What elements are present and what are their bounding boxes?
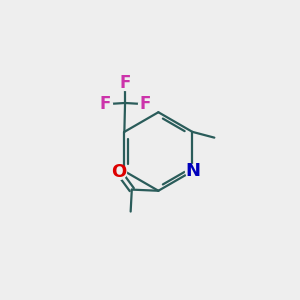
Text: F: F xyxy=(119,74,131,92)
Text: N: N xyxy=(185,162,200,180)
Text: F: F xyxy=(100,95,111,113)
Text: O: O xyxy=(112,163,127,181)
Text: F: F xyxy=(139,95,150,113)
